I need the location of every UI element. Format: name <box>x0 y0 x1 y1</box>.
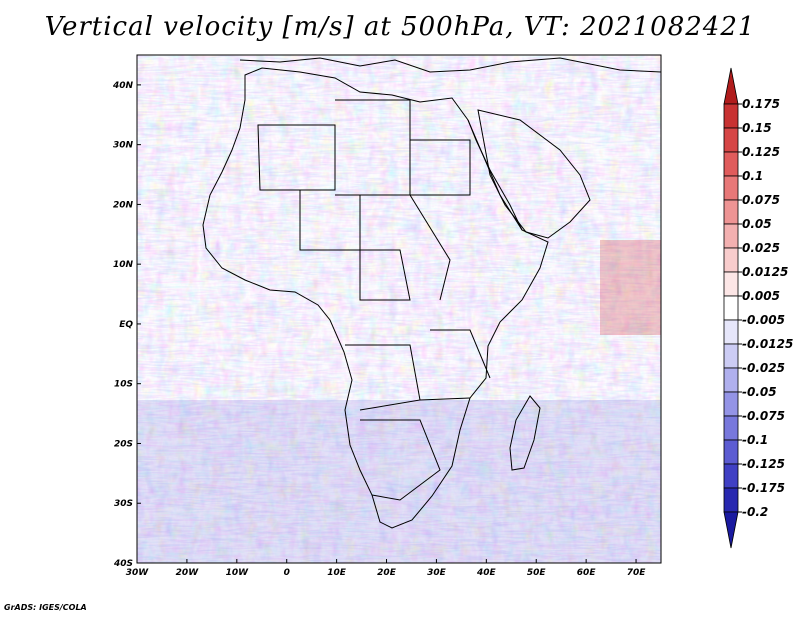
lon-tick-label: 50E <box>527 568 547 578</box>
lon-tick-label: 10W <box>226 568 250 578</box>
colorbar-label: 0.175 <box>742 97 780 111</box>
colorbar-swatch <box>723 415 739 441</box>
colorbar-label: 0.025 <box>742 241 780 255</box>
map-title: Vertical velocity [m/s] at 500hPa, VT: 2… <box>44 12 756 42</box>
colorbar-label: -0.075 <box>742 409 785 423</box>
colorbar-label: 0.05 <box>742 217 772 231</box>
colorbar-swatch <box>723 271 739 297</box>
colorbar-swatch <box>723 67 739 105</box>
lon-tick-label: 60E <box>577 568 597 578</box>
lon-tick-label: 30W <box>126 568 150 578</box>
lat-tick-label: 20N <box>113 200 134 210</box>
latitude-axis: 40N 30N 20N 10N EQ 10S 20S 30S 40S <box>112 81 141 569</box>
colorbar-swatch <box>723 439 739 465</box>
colorbar-swatch <box>723 199 739 225</box>
colorbar-swatch <box>723 151 739 177</box>
colorbar-label: 0.125 <box>742 145 780 159</box>
footer-credit: GrADS: IGES/COLA <box>4 603 87 612</box>
colorbar-label: -0.0125 <box>742 337 793 351</box>
colorbar-label: 0.1 <box>742 169 763 183</box>
lon-tick-label: 30E <box>427 568 447 578</box>
colorbar-swatch <box>723 391 739 417</box>
colorbar-label: 0.15 <box>742 121 772 135</box>
colorbar-swatch <box>723 319 739 345</box>
lon-tick-label: 20W <box>176 568 200 578</box>
colorbar-label: -0.1 <box>742 433 768 447</box>
lon-tick-label: 20E <box>377 568 397 578</box>
colorbar-label: -0.2 <box>742 505 768 519</box>
colorbar-label: -0.125 <box>742 457 785 471</box>
lat-tick-label: 30N <box>113 141 134 151</box>
colorbar-swatch <box>723 103 739 129</box>
colorbar-label: 0.005 <box>742 289 780 303</box>
colorbar-label: 0.075 <box>742 193 780 207</box>
colorbar-label: -0.05 <box>742 385 777 399</box>
lat-tick-label: 10S <box>114 380 133 390</box>
colorbar-label: -0.025 <box>742 361 785 375</box>
colorbar-label: 0.0125 <box>742 265 788 279</box>
lat-tick-label: 10N <box>113 260 134 270</box>
lon-tick-label: 10E <box>327 568 347 578</box>
colorbar-swatch <box>723 343 739 369</box>
colorbar-swatch <box>723 511 739 549</box>
colorbar-swatch <box>723 247 739 273</box>
colorbar-swatch <box>723 463 739 489</box>
colorbar-swatch <box>723 487 739 513</box>
lon-tick-label: 0 <box>284 568 290 578</box>
colorbar-swatch <box>723 367 739 393</box>
colorbar-swatch <box>723 295 739 321</box>
colorbar: 0.175 0.15 0.125 0.1 0.075 0.05 0.025 0.0125 0.0… <box>723 67 793 549</box>
colorbar-label: -0.005 <box>742 313 785 327</box>
map-frame <box>136 54 662 564</box>
lat-tick-label: EQ <box>119 320 133 330</box>
lat-tick-label: 20S <box>114 439 133 449</box>
lon-tick-label: 40E <box>476 568 497 578</box>
colorbar-swatch <box>723 127 739 153</box>
colorbar-swatch <box>723 223 739 249</box>
velocity-field <box>137 55 661 563</box>
lat-tick-label: 40N <box>112 81 134 91</box>
lat-tick-label: 30S <box>114 499 133 509</box>
lat-tick-label: 40S <box>113 559 133 569</box>
colorbar-swatch <box>723 175 739 201</box>
longitude-axis: 30W 20W 10W 0 10E 20E 30E 40E 50E 60E 70E <box>126 559 646 578</box>
coastlines <box>202 57 661 529</box>
lon-tick-label: 70E <box>627 568 647 578</box>
colorbar-label: -0.175 <box>742 481 785 495</box>
